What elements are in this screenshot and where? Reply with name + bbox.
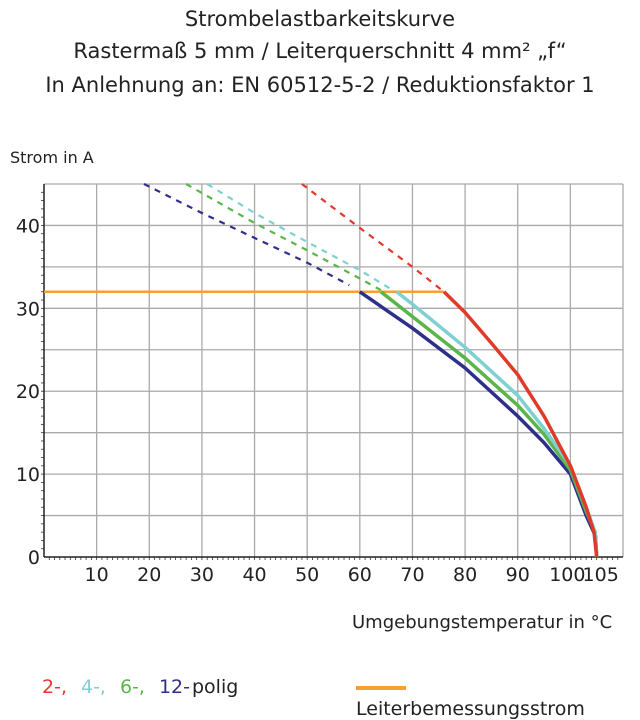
legend-item: 6-, (119, 676, 145, 698)
x-tick-label: 50 (295, 564, 319, 586)
y-tick-label: 0 (28, 547, 40, 569)
x-tick-label: 10 (85, 564, 109, 586)
x-tick-label: 90 (506, 564, 530, 586)
x-tick-label: 80 (453, 564, 477, 586)
series-2-line (442, 290, 599, 558)
y-tick-label: 20 (16, 381, 40, 403)
x-tick-label: 60 (348, 564, 372, 586)
chart-title: Strombelastbarkeitskurve (184, 7, 456, 31)
series-6-dashed-line (185, 183, 382, 292)
legend-item: 2-, (42, 676, 67, 698)
legend-rated: Leiterbemessungsstrom (356, 676, 640, 720)
x-tick-label: 30 (190, 564, 214, 586)
x-tick-label: 20 (137, 564, 161, 586)
x-axis-label: Umgebungstemperatur in °C (352, 612, 613, 633)
legend-series: 2-, 4-, 6-, 12- polig (42, 676, 238, 698)
y-axis-label: Strom in A (10, 148, 94, 167)
rated-line-swatch (356, 685, 406, 690)
series-12-line (358, 290, 599, 558)
y-tick-label: 30 (16, 298, 40, 320)
chart-subtitle: Rastermaß 5 mm / Leiterquerschnitt 4 mm²… (73, 39, 567, 63)
x-tick-label: 70 (400, 564, 424, 586)
y-tick-label: 10 (16, 464, 40, 486)
chart-subtitle-2: In Anlehnung an: EN 60512-5-2 / Reduktio… (45, 73, 595, 97)
legend-item: 12- (158, 676, 190, 698)
legend-suffix: polig (192, 676, 239, 698)
series-4-line (395, 290, 599, 558)
y-tick-label: 40 (16, 215, 40, 237)
rated-label: Leiterbemessungsstrom (356, 698, 585, 720)
x-tick-label: 100 (549, 564, 585, 586)
x-tick-label: 40 (242, 564, 266, 586)
series-12-dashed-line (143, 183, 350, 287)
x-tick-label: 105 (583, 564, 619, 586)
series-2-dashed-line (301, 183, 445, 293)
legend-item: 4-, (80, 676, 106, 698)
series-6-line (379, 290, 599, 558)
series-4-dashed-line (206, 183, 392, 291)
